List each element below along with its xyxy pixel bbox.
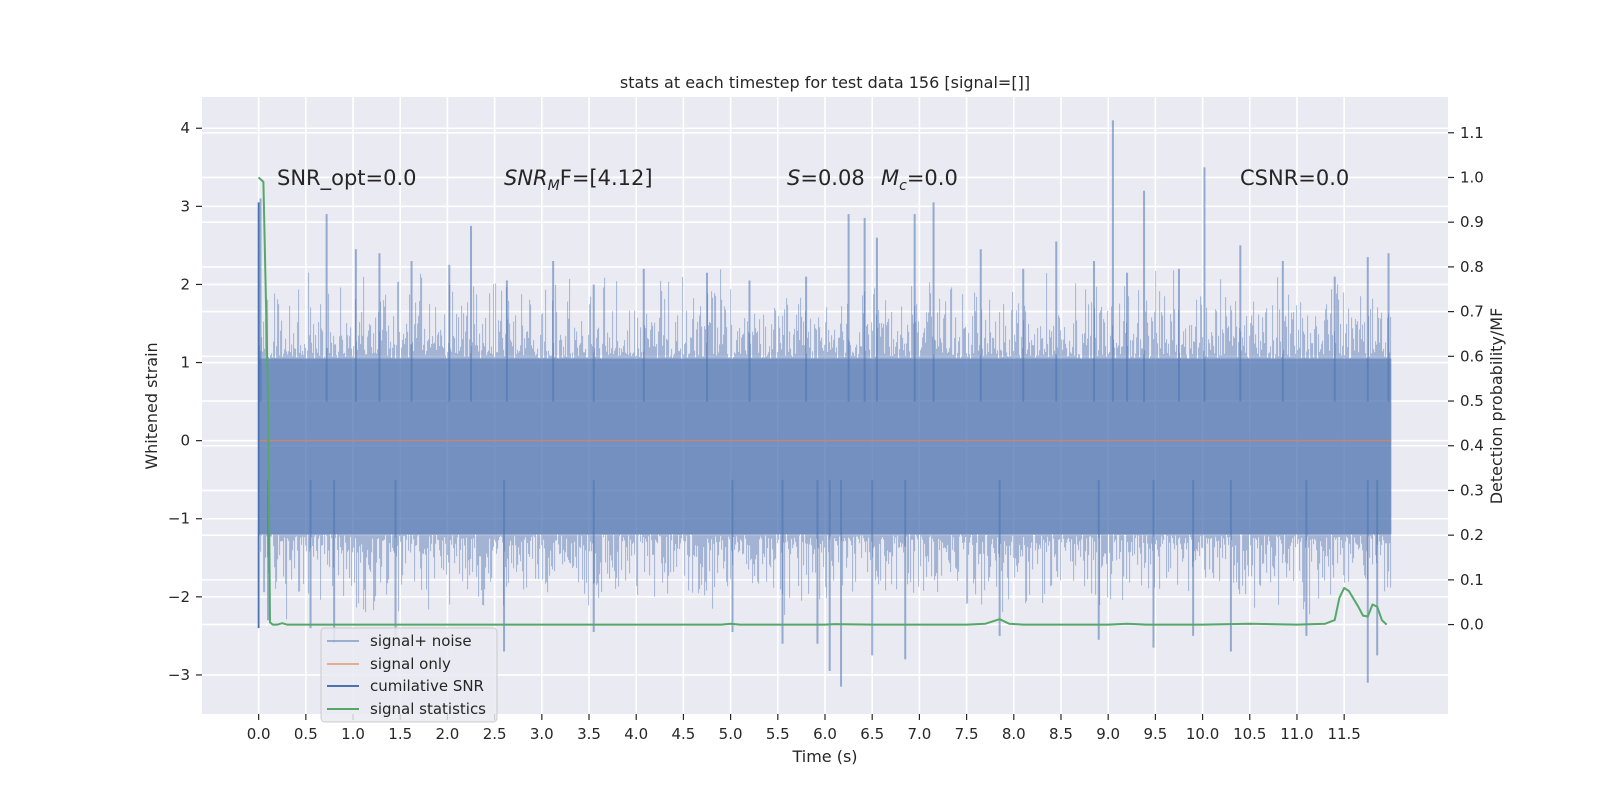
annotation-snr-mf: SNRMF=[4.12] xyxy=(504,166,653,194)
y-tick-label-right: 0.7 xyxy=(1460,303,1484,321)
x-tick-label: 3.0 xyxy=(530,725,554,743)
right-axis-ticks: 0.0 0.1 0.2 0.3 0.4 0.5 0.6 0.7 0.8 0.9 1.0 1.1 xyxy=(1448,124,1484,634)
x-tick-label: 11.0 xyxy=(1280,725,1313,743)
x-tick-label: 6.5 xyxy=(860,725,884,743)
annotation-snr-mf-sub: M xyxy=(548,178,560,194)
x-tick-label: 6.0 xyxy=(813,725,837,743)
x-axis-ticks: 0.0 0.5 1.0 1.5 2.0 2.5 3.0 3.5 4.0 4.5 5.0 5.5 6.0 6… xyxy=(247,714,1361,743)
x-tick-label: 8.5 xyxy=(1049,725,1073,743)
x-tick-label: 0.5 xyxy=(294,725,318,743)
left-axis-ticks: −3 −2 −1 0 1 2 3 4 xyxy=(168,119,202,684)
y-tick-label-left: 4 xyxy=(180,119,190,137)
y-tick-label-left: 0 xyxy=(180,432,190,450)
annotation-s-label: S xyxy=(787,166,800,190)
legend: signal+ noise signal only cumilative SNR… xyxy=(320,627,498,723)
annotation-s: S=0.08 xyxy=(787,166,865,190)
legend-label-cumulative-snr: cumilative SNR xyxy=(370,677,484,695)
annotation-snr-mf-main: SNR xyxy=(504,166,548,190)
x-tick-label: 8.0 xyxy=(1002,725,1026,743)
annotation-mc-sub: c xyxy=(899,178,907,194)
y-tick-label-left: 3 xyxy=(180,197,190,215)
annotation-snr-opt: SNR_opt=0.0 xyxy=(277,166,417,191)
chart-title: stats at each timestep for test data 156… xyxy=(620,73,1030,92)
annotation-mc-value: =0.0 xyxy=(907,166,958,190)
y-tick-label-right: 1.1 xyxy=(1460,124,1484,142)
legend-label-signal-statistics: signal statistics xyxy=(370,700,486,718)
y-tick-label-right: 0.2 xyxy=(1460,526,1484,544)
x-tick-label: 5.0 xyxy=(719,725,743,743)
y-tick-label-left: −3 xyxy=(168,666,190,684)
x-tick-label: 11.5 xyxy=(1327,725,1360,743)
x-tick-label: 0.0 xyxy=(247,725,271,743)
y-tick-label-right: 0.6 xyxy=(1460,347,1484,365)
y-tick-label-left: 2 xyxy=(180,275,190,293)
annotation-snr-mf-rest: F=[4.12] xyxy=(560,166,653,190)
legend-label-signal-noise: signal+ noise xyxy=(370,632,472,650)
x-tick-label: 3.5 xyxy=(577,725,601,743)
series-signal-noise xyxy=(258,120,1392,687)
annotation-mc-main: M xyxy=(881,166,899,190)
y-tick-label-right: 0.3 xyxy=(1460,481,1484,499)
y-tick-label-right: 0.5 xyxy=(1460,392,1484,410)
x-tick-label: 9.5 xyxy=(1143,725,1167,743)
series-signal-statistics xyxy=(257,176,1388,626)
y-tick-label-right: 0.8 xyxy=(1460,258,1484,276)
y-axis-label-left: Whitened strain xyxy=(142,342,161,469)
legend-box xyxy=(320,627,498,723)
legend-label-signal-only: signal only xyxy=(370,655,451,673)
annotation-csnr: CSNR=0.0 xyxy=(1240,166,1349,190)
x-tick-label: 5.5 xyxy=(766,725,790,743)
y-tick-label-right: 0.0 xyxy=(1460,616,1484,634)
series-layer xyxy=(257,120,1392,687)
x-tick-label: 2.5 xyxy=(483,725,507,743)
x-tick-label: 10.5 xyxy=(1233,725,1266,743)
x-tick-label: 4.5 xyxy=(671,725,695,743)
x-tick-label: 10.0 xyxy=(1186,725,1219,743)
y-tick-label-right: 1.0 xyxy=(1460,168,1484,186)
x-tick-label: 9.0 xyxy=(1096,725,1120,743)
x-tick-label: 1.0 xyxy=(341,725,365,743)
x-tick-label: 2.0 xyxy=(435,725,459,743)
y-tick-label-left: −2 xyxy=(168,588,190,606)
y-tick-label-left: −1 xyxy=(168,510,190,528)
x-tick-label: 7.5 xyxy=(955,725,979,743)
annotation-s-value: =0.08 xyxy=(800,166,864,190)
y-tick-label-left: 1 xyxy=(180,354,190,372)
y-tick-label-right: 0.1 xyxy=(1460,571,1484,589)
y-axis-label-right: Detection probability/MF xyxy=(1487,308,1506,505)
signal-noise-core-band xyxy=(258,358,1392,535)
y-tick-label-right: 0.9 xyxy=(1460,213,1484,231)
x-tick-label: 7.0 xyxy=(907,725,931,743)
x-axis-label: Time (s) xyxy=(791,747,857,766)
x-tick-label: 4.0 xyxy=(624,725,648,743)
annotation-mc: Mc=0.0 xyxy=(881,166,958,194)
x-tick-label: 1.5 xyxy=(388,725,412,743)
y-tick-label-right: 0.4 xyxy=(1460,437,1484,455)
